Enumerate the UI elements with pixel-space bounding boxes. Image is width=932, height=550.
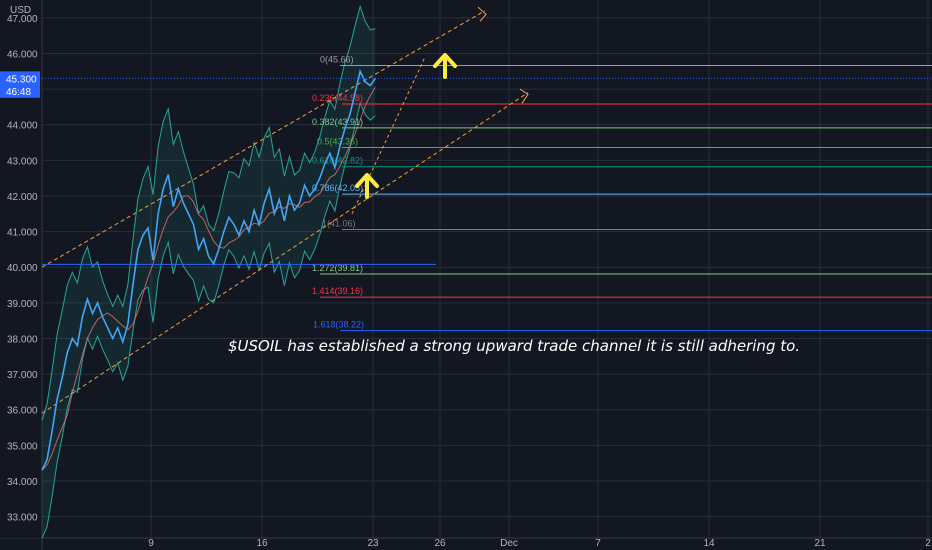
band-upper: [41, 4, 376, 421]
time-tick-label: 23: [367, 538, 379, 549]
channel-upper: [41, 10, 486, 268]
price-line: [41, 68, 376, 471]
time-axis[interactable]: 9 16 23 26 Dec 7 14 21 2: [148, 538, 931, 549]
arrow-markers: [355, 53, 457, 199]
fib-level-label: 1.272(39.81): [312, 263, 363, 273]
fib-level-label: 0.5(43.36): [317, 137, 358, 147]
channel-arrowhead: [519, 88, 529, 104]
fib-level-label: 0.618(42.82): [312, 156, 363, 166]
fib-level-label: 0.786(42.05): [312, 183, 363, 193]
trend-channel: [41, 6, 529, 414]
time-tick-label: 14: [703, 538, 715, 549]
time-tick-label: 2: [925, 538, 931, 549]
up-arrow-icon: [433, 53, 457, 79]
up-arrow-icon: [355, 173, 379, 199]
price-tick-label: 38.000: [7, 334, 38, 345]
price-tick-label: 46.000: [7, 49, 38, 60]
price-badge: [0, 71, 40, 86]
time-tick-label: 21: [814, 538, 826, 549]
chart-annotation: $USOIL has established a strong upward t…: [228, 337, 800, 355]
time-tick-label: 7: [595, 538, 601, 549]
price-axis[interactable]: USD47.00046.00045.00044.00043.00042.0004…: [0, 0, 41, 538]
price-badge-label: 45.300: [6, 74, 37, 85]
fib-level-label: 0.382(43.91): [312, 117, 363, 127]
time-tick-label: 26: [434, 538, 446, 549]
price-tick-label: 44.000: [7, 121, 38, 132]
fibonacci-retracement: 0(45.66) 0.236(44.58) 0.382(43.91) 0.5(43.3…: [42, 55, 932, 332]
band-basis: [41, 87, 376, 471]
price-tick-label: 40.000: [7, 263, 38, 274]
price-tick-label: 36.000: [7, 406, 38, 417]
fib-level-label: 1(41.06): [322, 218, 356, 228]
fib-level-label: 1.414(39.16): [312, 286, 363, 296]
price-badge: [0, 83, 40, 98]
price-tick-label: 42.000: [7, 192, 38, 203]
fib-level-label: 1.618(38.22): [313, 320, 364, 330]
fib-level-label: 0.236(44.58): [312, 93, 363, 103]
price-tick-label: 37.000: [7, 370, 38, 381]
time-tick-label: Dec: [500, 538, 518, 549]
price-tick-label: 41.000: [7, 228, 38, 239]
price-series: [41, 68, 932, 471]
channel-lower: [41, 92, 529, 414]
bollinger-band: [41, 4, 376, 539]
projection-line: [351, 56, 426, 214]
fib-level-label: 0(45.66): [320, 55, 354, 65]
channel-arrowhead: [477, 6, 487, 22]
band-lower: [41, 101, 376, 539]
price-tick-label: 43.000: [7, 156, 38, 167]
price-tick-label: 47.000: [7, 14, 38, 25]
currency-label: USD: [10, 5, 31, 16]
price-tick-label: 34.000: [7, 477, 38, 488]
price-tick-label: 35.000: [7, 441, 38, 452]
price-tick-label: 33.000: [7, 513, 38, 524]
time-tick-label: 16: [256, 538, 268, 549]
band-fill: [42, 6, 376, 538]
time-tick-label: 9: [148, 538, 154, 549]
price-tick-label: 39.000: [7, 299, 38, 310]
price-badge-label: 46:48: [6, 87, 31, 98]
